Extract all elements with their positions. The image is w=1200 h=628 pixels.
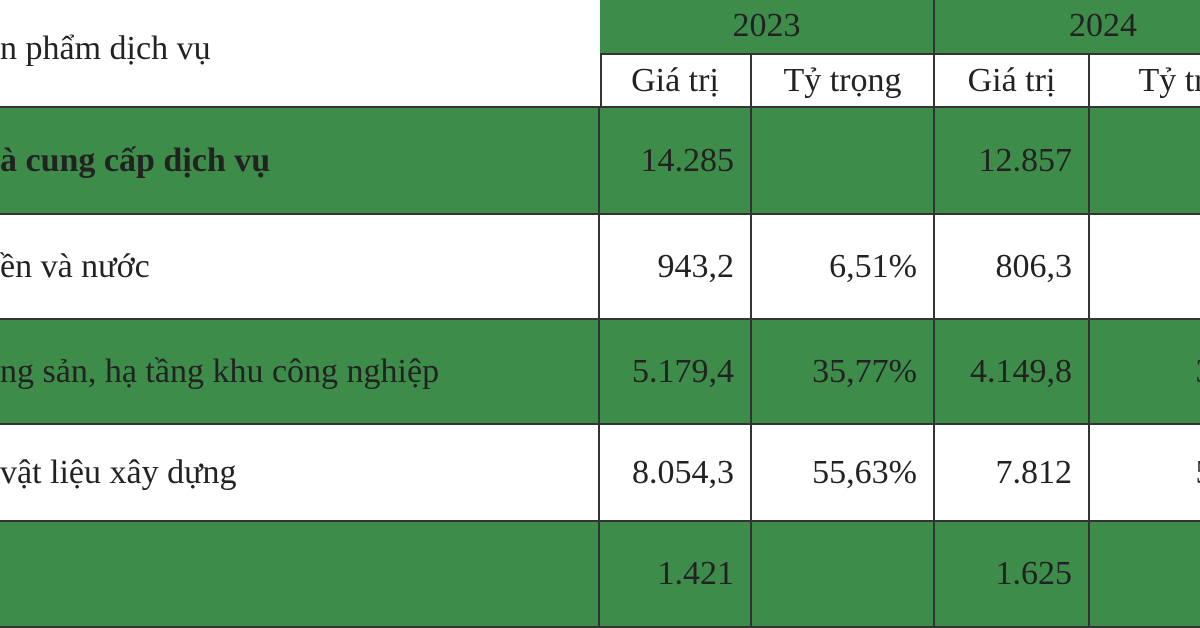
- value-cell-text: 8.054,3: [632, 453, 734, 491]
- row-label: ền và nước: [0, 215, 600, 320]
- sub-header-text: Giá trị: [967, 61, 1056, 99]
- sub-header-text: Tỷ trọ: [1138, 61, 1200, 99]
- value-cell: 55,63%: [752, 425, 935, 522]
- sub-header: Giá trị: [600, 55, 752, 108]
- value-cell: [752, 108, 935, 215]
- value-cell: 6,51%: [752, 215, 935, 320]
- value-cell-text: 1.625: [995, 555, 1073, 592]
- header-label-text: n phẩm dịch vụ: [0, 30, 211, 67]
- row-label-text: à cung cấp dịch vụ: [0, 141, 271, 179]
- value-cell-text: 806,3: [995, 247, 1073, 285]
- value-cell-text: 30,3: [1196, 353, 1200, 391]
- value-cell: [752, 522, 935, 628]
- row-label: [0, 522, 600, 628]
- sub-header: Tỷ trọ: [1090, 55, 1200, 108]
- value-cell: 1.625: [935, 522, 1090, 628]
- sub-header: Tỷ trọng: [752, 55, 935, 108]
- value-cell-text: 4.149,8: [970, 352, 1072, 390]
- value-cell: 943,2: [600, 215, 752, 320]
- row-label: à cung cấp dịch vụ: [0, 108, 600, 215]
- value-cell-text: 943,2: [657, 247, 735, 285]
- value-cell: 57,2: [1090, 425, 1200, 522]
- year-header: 2023: [600, 0, 935, 55]
- value-cell: 5,9: [1090, 215, 1200, 320]
- row-label-text: vật liệu xây dựng: [0, 453, 237, 491]
- value-cell: 14.285: [600, 108, 752, 215]
- year-header-text: 2023: [732, 6, 801, 44]
- value-cell-text: 6,51%: [829, 247, 917, 285]
- sub-header-text: Giá trị: [631, 61, 719, 99]
- value-cell: 8.054,3: [600, 425, 752, 522]
- value-cell: 1.421: [600, 522, 752, 628]
- value-cell-text: 1.421: [657, 555, 735, 592]
- value-cell: 12.857: [935, 108, 1090, 215]
- year-header-text: 2024: [1069, 6, 1137, 44]
- value-cell: [1090, 108, 1200, 215]
- value-cell-text: 55,63%: [812, 453, 917, 491]
- value-cell-text: 14.285: [640, 141, 735, 179]
- value-cell: 5.179,4: [600, 320, 752, 425]
- row-label: ng sản, hạ tầng khu công nghiệp: [0, 320, 600, 425]
- value-cell-text: 35,77%: [812, 352, 917, 390]
- value-cell-text: 57,2: [1196, 454, 1200, 492]
- value-cell: 4.149,8: [935, 320, 1090, 425]
- year-header: 2024: [935, 0, 1200, 55]
- value-cell-text: 12.857: [978, 141, 1073, 179]
- value-cell: 30,3: [1090, 320, 1200, 425]
- value-cell-text: 5.179,4: [632, 352, 734, 390]
- row-label: vật liệu xây dựng: [0, 425, 600, 522]
- value-cell: [1090, 522, 1200, 628]
- sub-header-text: Tỷ trọng: [783, 61, 902, 99]
- sub-header: Giá trị: [935, 55, 1090, 108]
- value-cell: 806,3: [935, 215, 1090, 320]
- value-cell: 35,77%: [752, 320, 935, 425]
- row-label-text: ng sản, hạ tầng khu công nghiệp: [0, 352, 440, 390]
- header-label: n phẩm dịch vụ: [0, 0, 602, 108]
- value-cell: 7.812: [935, 425, 1090, 522]
- row-label-text: ền và nước: [0, 247, 150, 285]
- value-cell-text: 7.812: [995, 453, 1073, 491]
